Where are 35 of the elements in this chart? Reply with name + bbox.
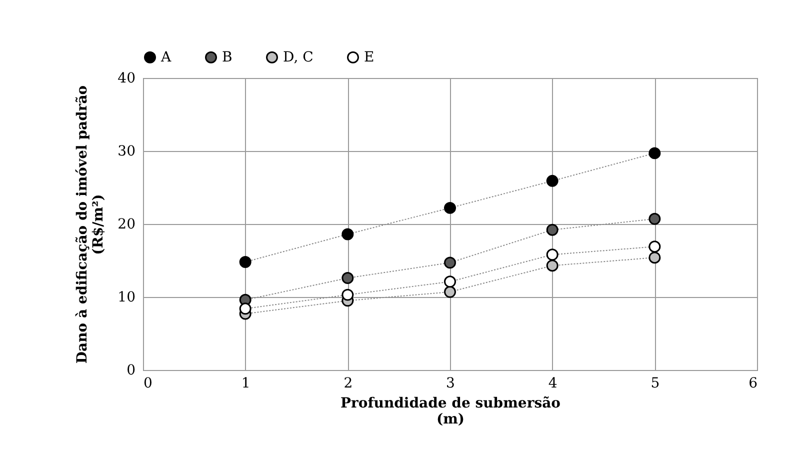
y-tick-label: 40 bbox=[118, 70, 136, 86]
point bbox=[546, 224, 558, 236]
x-tick-label: 2 bbox=[344, 376, 353, 392]
point bbox=[444, 276, 456, 288]
point bbox=[546, 260, 558, 272]
legend-label: B bbox=[222, 49, 232, 66]
point bbox=[342, 288, 354, 301]
legend-label: E bbox=[364, 49, 374, 66]
point bbox=[648, 212, 661, 225]
x-tick-label: 1 bbox=[241, 376, 250, 392]
y-tick-label: 20 bbox=[118, 216, 136, 232]
point bbox=[342, 272, 354, 284]
point bbox=[546, 174, 558, 187]
point bbox=[342, 228, 354, 240]
point bbox=[546, 248, 558, 261]
point bbox=[444, 256, 456, 269]
point bbox=[239, 302, 252, 315]
x-tick-label: 0 bbox=[144, 376, 152, 392]
x-tick-label: 4 bbox=[548, 376, 558, 392]
point bbox=[239, 256, 252, 268]
x-tick-label: 3 bbox=[446, 376, 455, 392]
point bbox=[648, 252, 661, 264]
point bbox=[648, 147, 661, 160]
y-tick-label: 10 bbox=[118, 290, 136, 306]
point bbox=[444, 286, 456, 298]
point bbox=[648, 240, 661, 253]
x-tick-label: 5 bbox=[650, 376, 660, 392]
y-axis-title: Dano à edificação do imóvel padrão (R$/m²) bbox=[74, 85, 107, 364]
y-tick-label: 30 bbox=[118, 144, 136, 160]
point bbox=[444, 202, 456, 214]
x-axis-title: Profundidade de submersão (m) bbox=[340, 396, 560, 428]
x-tick-label: 6 bbox=[748, 376, 758, 392]
legend-label: A bbox=[160, 49, 172, 66]
legend-label: D, C bbox=[283, 49, 314, 66]
y-tick-label: 0 bbox=[126, 362, 136, 378]
